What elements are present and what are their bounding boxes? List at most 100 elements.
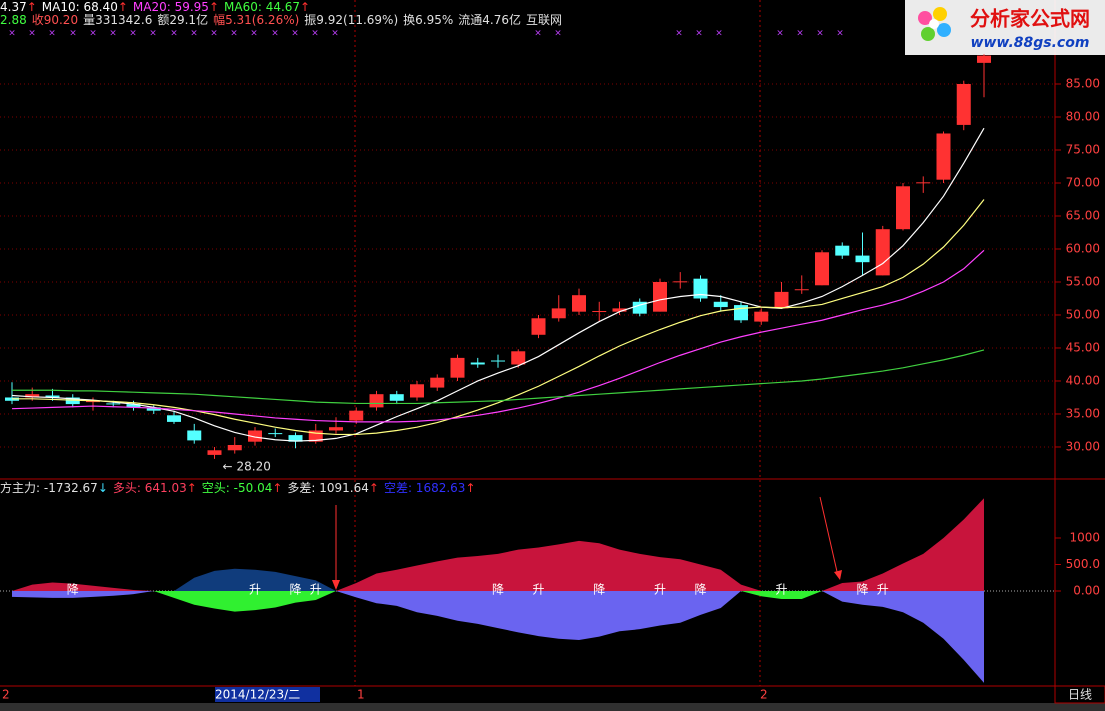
candle-body [531, 318, 546, 335]
header-item: 量331342.6 [83, 13, 153, 27]
candle-body [248, 430, 262, 442]
y-tick-label: 60.00 [1066, 241, 1100, 255]
header-item: 空头: -50.04 [201, 481, 273, 495]
marker: × [776, 29, 784, 39]
candle-body [45, 395, 60, 398]
signal-label: 降 [492, 583, 504, 597]
signal-label: 升 [654, 583, 666, 597]
ma-line [12, 199, 985, 436]
marker: × [554, 29, 562, 39]
arrow [819, 496, 839, 577]
y-tick-label: 500.0 [1066, 557, 1100, 571]
header-item: MA20: 59.95 [132, 0, 209, 14]
trend-arrow: ↑ [300, 0, 311, 14]
y-tick-label: 55.00 [1066, 274, 1100, 288]
signal-label: 升 [775, 583, 787, 597]
header-item: 流通4.76亿 [458, 13, 521, 27]
trend-arrow: ↑ [465, 481, 476, 495]
candle-body [106, 403, 121, 405]
candle-body [410, 384, 424, 398]
candle-body [126, 404, 141, 408]
candle-body [187, 430, 202, 441]
candle-body [65, 397, 80, 405]
header-item: 额29.1亿 [157, 13, 209, 27]
marker: × [28, 29, 36, 39]
marker: × [715, 29, 723, 39]
candle-body [288, 435, 303, 442]
header-item: 互联网 [526, 13, 563, 27]
marker: × [271, 29, 279, 39]
candle-body [977, 55, 991, 63]
ma-line [12, 349, 985, 405]
candle-body [855, 255, 870, 263]
signal-label: 升 [877, 583, 889, 597]
trend-arrow: ↑ [368, 481, 379, 495]
logo-name: 分析家公式网 [970, 7, 1090, 31]
marker: × [796, 29, 804, 39]
trend-arrow: ↑ [208, 0, 219, 14]
marker: × [230, 29, 238, 39]
candle-body [632, 301, 647, 314]
period-box [1054, 685, 1105, 704]
marker: × [149, 29, 157, 39]
candle-body [612, 308, 627, 312]
signal-label: 降 [593, 583, 605, 597]
marker: × [534, 29, 542, 39]
signal-label: 升 [310, 583, 322, 597]
marker: × [129, 29, 137, 39]
candle-body [794, 289, 809, 291]
candle-body [268, 433, 283, 435]
candle-body [936, 133, 951, 180]
marker: × [675, 29, 683, 39]
ma-line [11, 249, 985, 423]
header-item: 振9.92(11.69%) [304, 13, 399, 27]
marker: × [250, 29, 258, 39]
candle-body [146, 407, 161, 411]
logo-petal [921, 27, 935, 41]
indicator-area [12, 591, 984, 683]
x-label: 1 [357, 688, 365, 702]
candle-body [673, 281, 688, 283]
y-tick-label: 75.00 [1066, 142, 1100, 156]
ma-line [11, 127, 985, 442]
candle-body [774, 291, 789, 309]
candle-body [896, 186, 910, 230]
header-item: MA10: 68.40 [41, 0, 118, 14]
candle-body [956, 83, 971, 125]
candle-body [734, 305, 748, 321]
y-tick-label: 70.00 [1066, 175, 1100, 189]
header-item: 2.88 [0, 13, 27, 27]
date-highlight [215, 687, 320, 702]
candle-body [875, 229, 890, 276]
header-line: 4.37↑ MA10: 68.40↑ MA20: 59.95↑ MA60: 44.67… [0, 0, 315, 14]
x-label: 2014/12/23/二 [215, 688, 300, 702]
header-item: 空差: 1682.63 [383, 481, 466, 495]
candle-body [227, 445, 242, 451]
candle-body [693, 278, 708, 299]
marker: × [836, 29, 844, 39]
trend-arrow: ↑ [186, 481, 197, 495]
x-label: 2 [760, 688, 768, 702]
trend-arrow: ↑ [117, 0, 128, 14]
arrow-head [834, 570, 842, 580]
header-item: 方主力: -1732.67 [0, 481, 98, 495]
marker: × [291, 29, 299, 39]
candle-body [25, 394, 40, 398]
candle-body [470, 362, 485, 365]
indicator-area [12, 498, 984, 592]
candle-body [329, 427, 343, 431]
y-tick-label: 0.00 [1073, 584, 1100, 598]
candle-body [551, 308, 566, 319]
trend-arrow: ↓ [97, 481, 108, 495]
header-item: MA60: 44.67 [224, 0, 301, 14]
signal-label: 降 [694, 583, 706, 597]
y-tick-label: 50.00 [1066, 307, 1100, 321]
indicator-header: 方主力: -1732.67↓ 多头: 641.03↑ 空头: -50.04↑ 多差: … [0, 481, 481, 495]
candle-body [835, 245, 850, 256]
candle-body [713, 301, 728, 308]
x-label: 2 [2, 688, 10, 702]
header-item: 幅5.31(6.26%) [213, 13, 300, 27]
marker: × [48, 29, 56, 39]
low-arrow: ← [223, 459, 233, 473]
